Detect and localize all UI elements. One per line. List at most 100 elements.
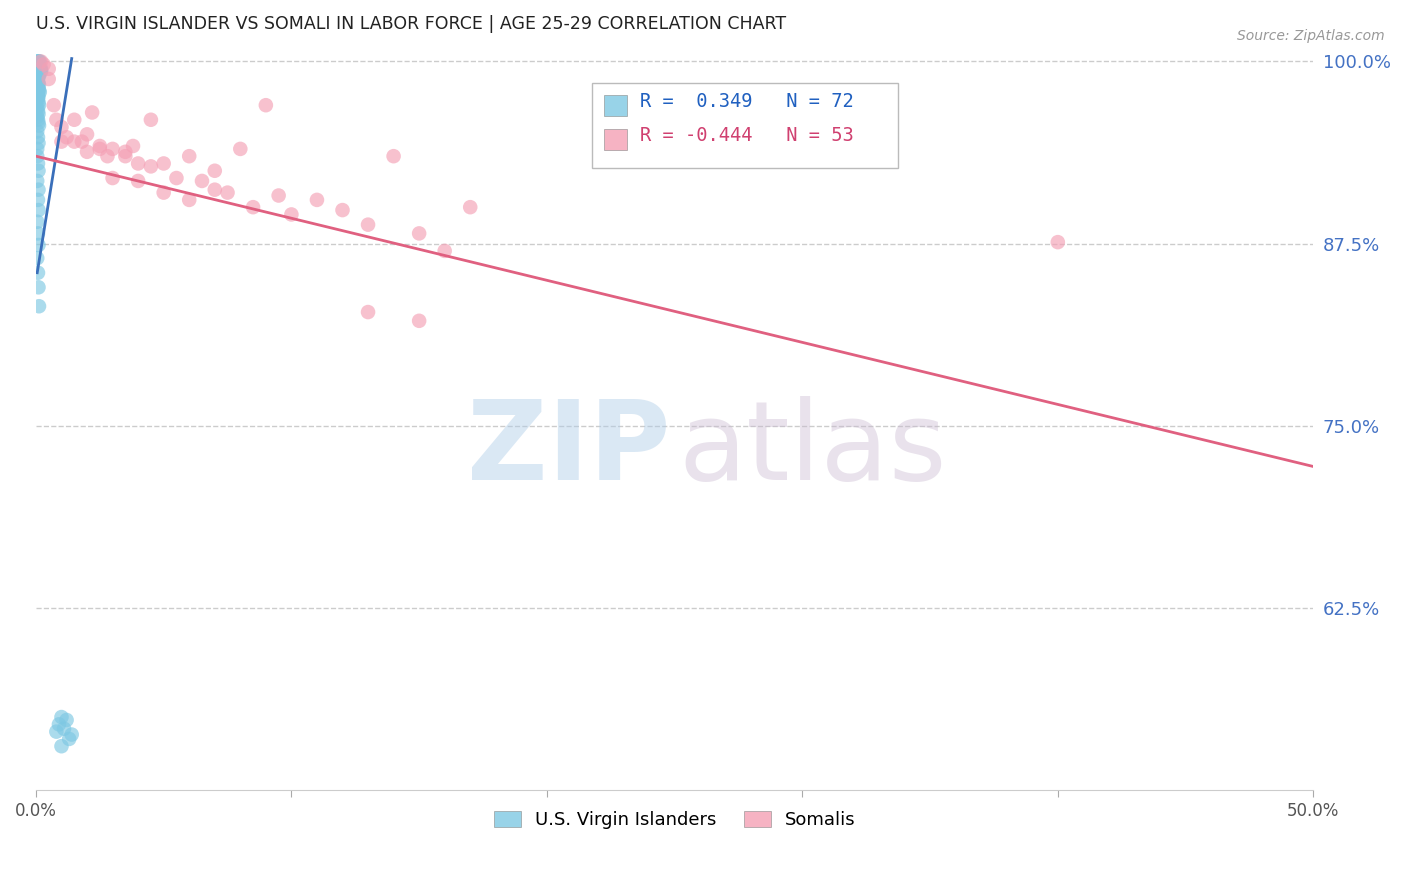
Point [204, 183, 226, 197]
Text: atlas: atlas [679, 396, 946, 503]
Point [28, 98, 51, 112]
Point [27, 107, 49, 121]
Point [27, 56, 49, 70]
Point [152, 156, 174, 170]
Point [152, 186, 174, 200]
Point [28, 299, 51, 313]
Point [27, 183, 49, 197]
Point [433, 244, 456, 258]
Point [280, 207, 302, 221]
Point [28, 62, 51, 76]
Point [25, 56, 48, 70]
Point [25, 101, 48, 115]
Point [27, 60, 49, 74]
Point [28, 78, 51, 92]
Point [32, 57, 55, 71]
Point [25, 124, 48, 138]
Point [408, 314, 430, 328]
Point [89, 139, 111, 153]
Text: Source: ZipAtlas.com: Source: ZipAtlas.com [1237, 29, 1385, 43]
Point [76, 128, 98, 142]
Point [179, 193, 201, 207]
Point [25, 70, 48, 85]
Point [27, 156, 49, 170]
Point [27, 68, 49, 82]
Point [357, 218, 380, 232]
Point [27, 69, 49, 83]
Point [242, 200, 264, 214]
Point [122, 139, 145, 153]
Point [1046, 235, 1069, 249]
Point [30, 62, 52, 76]
Point [76, 145, 98, 159]
Point [229, 142, 252, 156]
Point [25, 59, 48, 73]
Point [27, 92, 49, 106]
Point [28, 119, 51, 133]
Point [25, 149, 48, 163]
Point [27, 238, 49, 252]
Point [63, 112, 86, 127]
Point [30, 63, 52, 78]
Point [27, 130, 49, 145]
Point [28, 54, 51, 69]
Point [27, 203, 49, 218]
Text: R =  0.349   N = 72: R = 0.349 N = 72 [640, 92, 853, 112]
Point [53, 722, 76, 736]
Point [27, 112, 49, 127]
Point [25, 66, 48, 80]
Point [82, 105, 104, 120]
Point [51, 135, 73, 149]
Text: ZIP: ZIP [467, 396, 671, 503]
Point [45, 112, 67, 127]
Point [55, 713, 77, 727]
Point [217, 186, 239, 200]
Point [27, 72, 49, 87]
Point [27, 54, 49, 69]
Point [27, 89, 49, 103]
Point [28, 54, 51, 69]
Point [25, 54, 48, 69]
Point [28, 69, 51, 83]
Point [114, 149, 136, 163]
Point [25, 73, 48, 87]
Point [51, 120, 73, 134]
Point [139, 112, 162, 127]
Point [42, 98, 65, 112]
Point [25, 87, 48, 101]
Point [45, 724, 67, 739]
Point [305, 193, 328, 207]
Point [27, 75, 49, 89]
Point [191, 174, 214, 188]
Point [27, 59, 49, 73]
Point [267, 188, 290, 202]
Point [101, 142, 124, 156]
Point [27, 266, 49, 280]
Point [27, 116, 49, 130]
Point [127, 156, 149, 170]
Point [25, 110, 48, 124]
Point [114, 145, 136, 159]
Point [30, 64, 52, 78]
Point [25, 79, 48, 94]
Point [51, 739, 73, 754]
Text: U.S. VIRGIN ISLANDER VS SOMALI IN LABOR FORCE | AGE 25-29 CORRELATION CHART: U.S. VIRGIN ISLANDER VS SOMALI IN LABOR … [37, 15, 786, 33]
Point [28, 85, 51, 99]
Point [55, 130, 77, 145]
Point [27, 227, 49, 241]
Point [27, 68, 49, 82]
Point [127, 174, 149, 188]
Point [27, 57, 49, 71]
Point [27, 193, 49, 207]
Point [382, 149, 405, 163]
Point [204, 163, 226, 178]
Point [1379, 724, 1402, 739]
Legend: U.S. Virgin Islanders, Somalis: U.S. Virgin Islanders, Somalis [486, 804, 863, 837]
Point [357, 305, 380, 319]
Point [30, 54, 52, 69]
Point [27, 80, 49, 95]
Point [58, 731, 80, 746]
Point [38, 72, 60, 87]
Point [139, 160, 162, 174]
FancyBboxPatch shape [592, 83, 898, 169]
